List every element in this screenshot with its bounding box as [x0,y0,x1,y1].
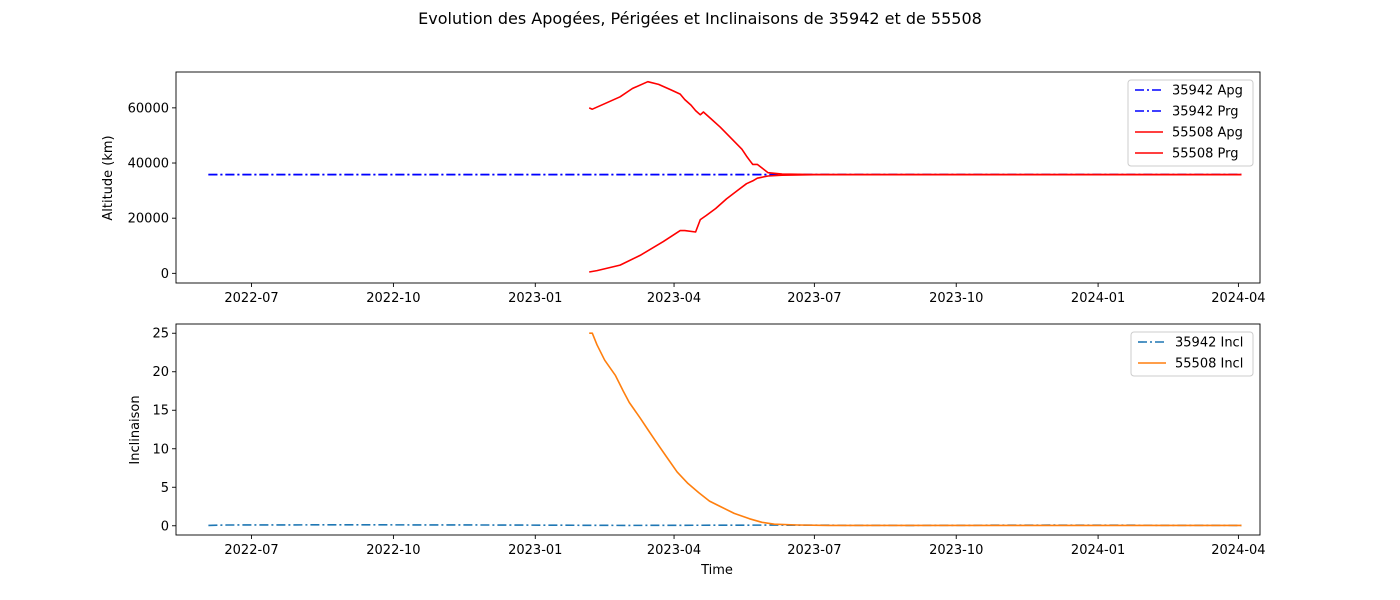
x-tick-label: 2023-04 [647,543,701,558]
x-tick-label: 2023-04 [647,291,701,306]
x-tick-label: 2024-01 [1071,543,1125,558]
y-tick-label: 20 [152,365,169,380]
x-tick-label: 2023-10 [929,291,983,306]
x-tick-label: 2022-10 [366,291,420,306]
legend-label: 35942 Incl [1175,336,1243,351]
subplot-altitude: 2022-07 2022-10 2023-01 2023-04 2023-07 2023-… [101,71,1266,306]
chart-title: Evolution des Apogées, Périgées et Incli… [418,9,982,28]
y-tick-label: 0 [161,267,169,282]
y-axis-label-altitude: Altitude (km) [101,135,116,220]
series-line-55508-prg [589,173,1242,273]
y-tick-label: 0 [161,519,169,534]
x-tick-label: 2023-07 [787,291,841,306]
y-tick-label: 5 [161,481,169,496]
y-axis-label-inclinaison: Inclinaison [128,395,143,464]
legend: 35942 Incl 55508 Incl [1130,331,1254,377]
legend-label: 35942 Prg [1172,105,1238,120]
legend-label: 55508 Incl [1175,357,1243,372]
legend-label: 55508 Apg [1172,126,1243,141]
y-tick-label: 15 [152,404,169,419]
y-tick-label: 25 [152,327,169,342]
plot-area-altitude: 2022-07 2022-10 2023-01 2023-04 2023-07 2023-… [128,71,1266,306]
legend-box [1127,79,1254,167]
x-tick-label: 2023-01 [508,543,562,558]
legend-box [1130,331,1254,377]
x-tick-label: 2024-04 [1211,543,1265,558]
x-axis-label: Time [700,563,733,578]
legend: 35942 Apg 35942 Prg 55508 Apg 55508 Prg [1127,79,1254,167]
subplot-inclinaison: 2022-07 2022-10 2023-01 2023-04 2023-07 2023-… [128,323,1266,558]
y-tick-label: 20000 [128,212,169,227]
legend-label: 55508 Prg [1172,147,1238,162]
x-tick-label: 2023-07 [787,543,841,558]
x-tick-label: 2022-07 [224,291,278,306]
x-tick-label: 2022-10 [366,543,420,558]
y-tick-label: 40000 [128,157,169,172]
series-line-55508-apg [588,80,1242,176]
legend-label: 35942 Apg [1172,84,1243,99]
axes-frame [175,71,1261,284]
y-tick-label: 60000 [128,101,169,116]
x-tick-label: 2023-10 [929,543,983,558]
x-tick-label: 2024-04 [1211,291,1265,306]
x-tick-label: 2022-07 [224,543,278,558]
y-tick-label: 10 [152,442,169,457]
x-tick-label: 2023-01 [508,291,562,306]
series-line-55508-incl [589,332,1242,527]
x-tick-label: 2024-01 [1071,291,1125,306]
axes-frame [175,323,1261,536]
plot-area-inclinaison: 2022-07 2022-10 2023-01 2023-04 2023-07 2023-… [152,323,1266,558]
